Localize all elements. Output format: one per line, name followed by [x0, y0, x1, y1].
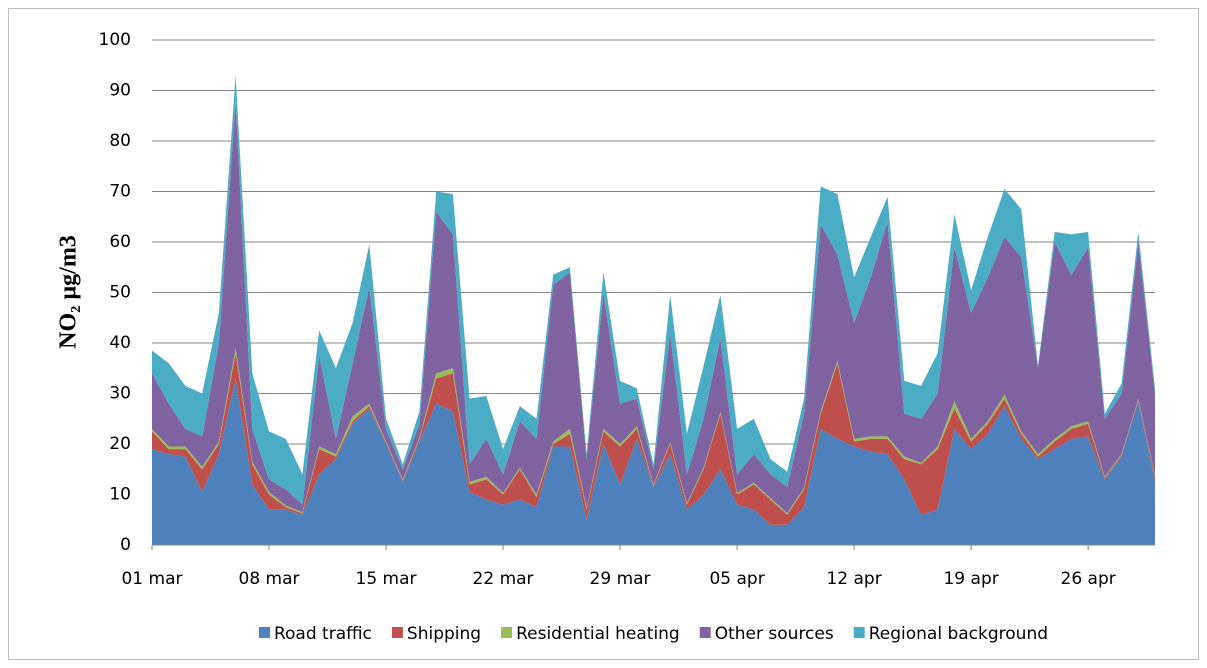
legend-swatch [853, 627, 865, 638]
y-tick-label: 90 [109, 81, 131, 101]
x-tick-label: 12 apr [826, 569, 881, 589]
area [152, 100, 1155, 514]
y-tick-label: 40 [109, 333, 131, 353]
legend-item: Residential heating [501, 624, 680, 644]
x-tick-label: 22 mar [473, 569, 534, 589]
x-tick-label: 29 mar [590, 569, 651, 589]
legend-label: Other sources [715, 624, 834, 644]
legend-item: Regional background [853, 624, 1048, 644]
x-tick-label: 01 mar [121, 569, 182, 589]
legend-label: Road traffic [274, 624, 372, 644]
legend-label: Regional background [869, 624, 1048, 644]
x-tick-label: 08 mar [239, 569, 300, 589]
legend-swatch [258, 627, 270, 638]
y-tick-label: 30 [109, 384, 131, 404]
y-tick-label: 70 [109, 182, 131, 202]
legend-item: Shipping [391, 624, 481, 644]
y-tick-label: 50 [109, 283, 131, 303]
x-tick-label: 15 mar [356, 569, 417, 589]
y-tick-label: 0 [120, 535, 131, 555]
area [152, 75, 1155, 505]
y-tick-label: 20 [109, 434, 131, 454]
y-tick-label: 60 [109, 232, 131, 252]
y-tick-label: 10 [109, 485, 131, 505]
legend-item: Other sources [699, 624, 834, 644]
y-axis-title: NO₂ µg/m3 [56, 235, 82, 349]
legend-swatch [391, 627, 403, 638]
y-tick-label: 100 [99, 30, 131, 50]
axes: 0 10 20 30 40 50 60 70 80 90 100 01 mar 08 mar 15 mar… [99, 30, 1155, 589]
legend-label: Residential heating [516, 624, 680, 644]
x-tick-label: 05 apr [709, 569, 764, 589]
area [152, 378, 1155, 545]
legend-label: Shipping [407, 624, 481, 644]
legend-swatch [501, 627, 513, 638]
x-tick-label: 26 apr [1061, 569, 1116, 589]
legend-item: Road traffic [258, 624, 372, 644]
legend: Road traffic Shipping Residential heating O… [258, 624, 1048, 644]
plot-area [152, 75, 1155, 545]
y-tick-label: 80 [109, 131, 131, 151]
x-tick-label: 19 apr [943, 569, 998, 589]
legend-swatch [699, 627, 711, 638]
